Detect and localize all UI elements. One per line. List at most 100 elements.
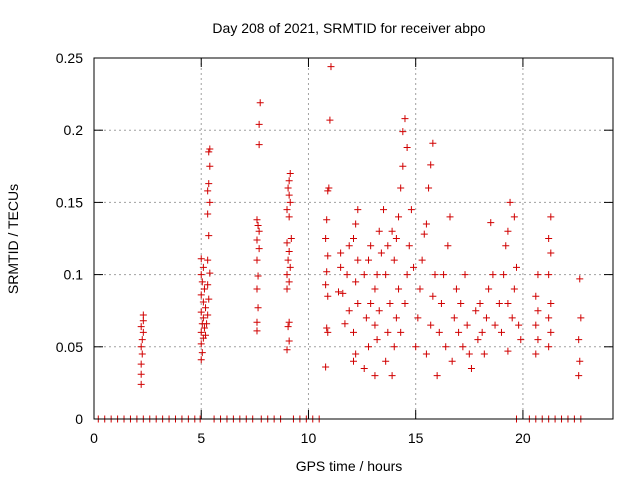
data-point xyxy=(418,256,426,264)
data-point xyxy=(365,256,373,264)
data-point xyxy=(350,357,357,365)
data-point xyxy=(254,304,262,312)
data-point xyxy=(380,206,388,214)
data-point xyxy=(545,235,553,242)
data-point xyxy=(450,314,458,322)
data-point xyxy=(253,256,261,264)
data-point xyxy=(545,271,553,279)
data-point xyxy=(392,314,400,322)
data-point xyxy=(416,285,424,293)
data-point xyxy=(386,299,394,307)
data-point xyxy=(485,285,493,293)
data-point xyxy=(138,350,146,358)
data-point xyxy=(397,184,405,192)
data-point xyxy=(322,281,330,289)
data-points xyxy=(94,63,585,423)
data-point xyxy=(545,343,553,351)
data-point xyxy=(325,184,333,192)
data-point xyxy=(256,99,264,107)
data-point xyxy=(322,363,330,371)
data-point xyxy=(577,314,585,322)
x-gridlines xyxy=(200,58,524,419)
data-point xyxy=(497,328,505,336)
data-point xyxy=(204,187,212,195)
data-point xyxy=(547,249,555,257)
data-point xyxy=(388,227,396,235)
data-point xyxy=(339,289,347,297)
data-point xyxy=(354,256,362,264)
data-point xyxy=(197,255,205,263)
data-point xyxy=(371,372,379,380)
data-point xyxy=(137,360,145,368)
data-point xyxy=(476,299,484,307)
data-point xyxy=(284,184,292,192)
data-point xyxy=(442,343,450,351)
data-point xyxy=(204,311,212,319)
data-point xyxy=(283,271,291,279)
x-tick-label: 5 xyxy=(197,430,205,446)
data-point xyxy=(285,278,293,286)
data-point xyxy=(139,328,147,336)
data-point xyxy=(254,272,262,280)
data-point xyxy=(489,271,497,279)
data-point xyxy=(322,235,330,242)
data-point xyxy=(206,162,214,170)
y-tick-label: 0.05 xyxy=(56,339,83,355)
data-point xyxy=(255,120,263,128)
data-point xyxy=(547,328,555,336)
x-tick-label: 15 xyxy=(408,430,424,446)
data-point xyxy=(504,227,512,235)
data-point xyxy=(352,220,360,228)
data-point xyxy=(283,285,291,293)
data-point xyxy=(371,285,379,293)
data-point xyxy=(506,198,514,206)
data-point xyxy=(395,285,403,293)
data-point xyxy=(197,356,205,364)
data-point xyxy=(474,336,482,344)
data-point xyxy=(510,285,518,293)
data-point xyxy=(375,307,383,315)
data-point xyxy=(444,242,452,250)
y-tick-label: 0.1 xyxy=(64,267,84,283)
data-point xyxy=(412,343,420,351)
plot-frame xyxy=(93,57,614,420)
data-point xyxy=(323,268,331,276)
data-point xyxy=(197,308,205,316)
data-point xyxy=(431,271,439,279)
data-point xyxy=(515,321,523,329)
data-point xyxy=(205,148,213,156)
data-point xyxy=(440,271,448,279)
data-point xyxy=(206,145,214,153)
data-point xyxy=(437,299,445,307)
data-point xyxy=(425,184,433,192)
data-point xyxy=(461,271,469,279)
y-tick-label: 0.2 xyxy=(64,122,84,138)
data-point xyxy=(517,336,525,344)
data-point xyxy=(382,271,390,279)
data-point xyxy=(482,314,490,322)
data-point xyxy=(414,314,422,322)
data-point xyxy=(197,328,205,336)
data-point xyxy=(448,357,456,365)
data-point xyxy=(375,227,383,235)
data-point xyxy=(487,219,495,227)
data-point xyxy=(446,213,454,221)
data-point xyxy=(354,299,362,307)
data-point xyxy=(429,292,437,300)
x-tick-label: 10 xyxy=(301,430,317,446)
data-point xyxy=(285,191,293,199)
data-point xyxy=(510,213,518,221)
data-point xyxy=(253,285,261,293)
data-point xyxy=(283,239,291,247)
data-point xyxy=(547,299,555,307)
data-point xyxy=(202,304,210,312)
data-point xyxy=(390,343,398,351)
x-tick-label: 20 xyxy=(515,430,531,446)
data-point xyxy=(480,350,488,358)
data-point xyxy=(433,372,441,380)
data-point xyxy=(455,328,463,336)
data-point xyxy=(367,299,375,307)
data-point xyxy=(547,213,555,221)
data-point xyxy=(576,357,584,365)
